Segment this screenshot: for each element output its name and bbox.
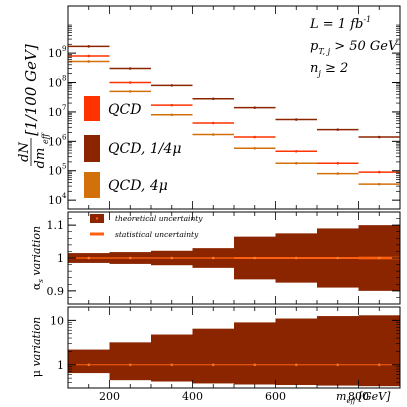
mu-theory-band-850 (358, 315, 400, 387)
x-tick-label: 200 (99, 390, 120, 403)
annotation-luminosity: L = 1 fb-1 (309, 15, 371, 32)
y-label-numerator: dN (17, 142, 32, 162)
main-legend: QCD QCD, 1/4μ QCD, 4μ (84, 96, 181, 198)
alpha-s-legend: theoretical uncertainty statistical unce… (90, 214, 203, 239)
alpha-s-marker-750 (336, 256, 340, 260)
alpha-s-marker-850 (377, 256, 381, 260)
marker-qcd-1-4--350 (170, 84, 174, 87)
marker-qcd-4--550 (253, 146, 257, 150)
marker-qcd-450 (211, 121, 215, 125)
annotation-pt-cut: pT, j > 50 GeV (310, 39, 399, 56)
marker-qcd-1-4--250 (128, 67, 132, 70)
mu-bands (68, 315, 400, 387)
mu-y-tick-label: 10 (50, 314, 64, 327)
alpha-s-marker-250 (128, 256, 132, 260)
alpha-s-x-ticks (67, 212, 401, 304)
alpha-s-y-tick-label: 1.1 (47, 219, 65, 232)
y-label-denominator-sub: eff (41, 132, 50, 144)
marker-qcd-150 (87, 54, 91, 58)
legend-label-theoretical: theoretical uncertainty (115, 214, 203, 223)
mu-y-tick-label: 1 (57, 359, 64, 372)
mu-x-ticks: 200 400 600 800 (67, 307, 401, 403)
mu-y-axis-label: μ variation (30, 317, 43, 377)
main-annotations: L = 1 fb-1 pT, j > 50 GeV nj ≥ 2 (309, 15, 399, 78)
alpha-s-marker-550 (253, 256, 257, 260)
mu-panel: 10 1 200 400 600 800 μ variation meff [GeV] (30, 306, 401, 405)
main-y-ticks: 109 108 107 106 105 104 (48, 24, 400, 207)
main-y-tick-label: 106 (48, 133, 67, 148)
marker-qcd-1-4--550 (253, 106, 257, 109)
main-y-axis-label: dN dm eff [1/100 GeV] (17, 44, 50, 168)
marker-qcd-550 (253, 135, 257, 139)
main-x-ticks (67, 6, 401, 209)
x-tick-label: 600 (265, 390, 286, 403)
legend-label-qcd-4mu: QCD, 4μ (108, 178, 168, 194)
marker-qcd-750 (336, 161, 340, 165)
main-panel: 109 108 107 106 105 104 dN dm eff [1/100 GeV]… (17, 5, 401, 210)
marker-qcd-4--250 (128, 90, 132, 93)
x-tick-label: 400 (182, 390, 203, 403)
x-tick-label: 800 (348, 390, 369, 403)
alpha-s-marker-650 (294, 256, 298, 260)
alpha-s-y-tick-label: 0.9 (47, 285, 65, 298)
alpha-s-y-axis-label: αs variation (30, 226, 45, 290)
legend-swatch-qcd (84, 96, 100, 121)
legend-label-qcd: QCD (108, 102, 141, 118)
y-label-unit: [1/100 GeV] (22, 44, 40, 136)
alpha-s-marker-450 (211, 256, 215, 260)
marker-qcd-4--750 (336, 172, 340, 175)
legend-label-statistical: statistical uncertainty (115, 230, 199, 239)
main-y-tick-label: 108 (48, 75, 66, 90)
mu-y-label-text: μ variation (30, 317, 43, 377)
legend-label-qcd-quarter-mu: QCD, 1/4μ (108, 141, 181, 157)
main-y-tick-label: 105 (48, 163, 66, 178)
marker-qcd-4--150 (87, 60, 91, 63)
alpha-s-y-label-text: αs variation (30, 226, 45, 290)
marker-qcd-1-4--150 (87, 45, 91, 48)
marker-qcd-650 (294, 149, 298, 153)
marker-qcd-4--350 (170, 113, 174, 117)
x-axis-label: meff [GeV] (336, 390, 391, 405)
alpha-s-y-ticks: 1.1 1 0.9 (47, 218, 400, 298)
mu-theory-band-350 (151, 334, 193, 382)
mu-theory-band-650 (275, 318, 317, 386)
mu-theory-band-250 (109, 342, 151, 381)
marker-qcd-1-4--650 (294, 118, 298, 121)
main-y-tick-label: 104 (48, 192, 67, 207)
y-label-denominator: dm (33, 148, 48, 169)
mu-theory-band-450 (192, 328, 234, 384)
main-y-tick-label: 107 (48, 104, 66, 119)
marker-qcd-250 (128, 81, 132, 84)
legend-swatch-qcd-4mu (84, 172, 100, 198)
marker-qcd-1-4--850 (377, 135, 381, 139)
alpha-s-marker-150 (87, 256, 91, 260)
marker-qcd-1-4--450 (211, 97, 215, 101)
mu-y-ticks: 10 1 (50, 306, 400, 383)
marker-qcd-4--650 (294, 161, 298, 165)
mu-theory-band-750 (317, 316, 359, 386)
main-y-tick-label: 109 (48, 45, 66, 60)
alpha-s-y-tick-label: 1 (57, 252, 64, 265)
mu-theory-band-150 (68, 349, 110, 374)
annotation-njets: nj ≥ 2 (310, 61, 348, 78)
marker-qcd-350 (170, 103, 174, 107)
alpha-s-marker-350 (170, 256, 174, 260)
legend-swatch-qcd-quarter-mu (84, 135, 100, 162)
marker-qcd-4--850 (377, 182, 381, 186)
main-series-marks (68, 45, 400, 186)
marker-qcd-4--450 (211, 133, 215, 136)
marker-qcd-850 (377, 170, 381, 174)
marker-qcd-1-4--750 (336, 128, 340, 131)
legend-marker-theoretical (95, 217, 99, 220)
alpha-s-panel: 1.1 1 0.9 theoretical uncertainty statisti… (30, 211, 401, 305)
mu-theory-band-550 (234, 322, 276, 385)
